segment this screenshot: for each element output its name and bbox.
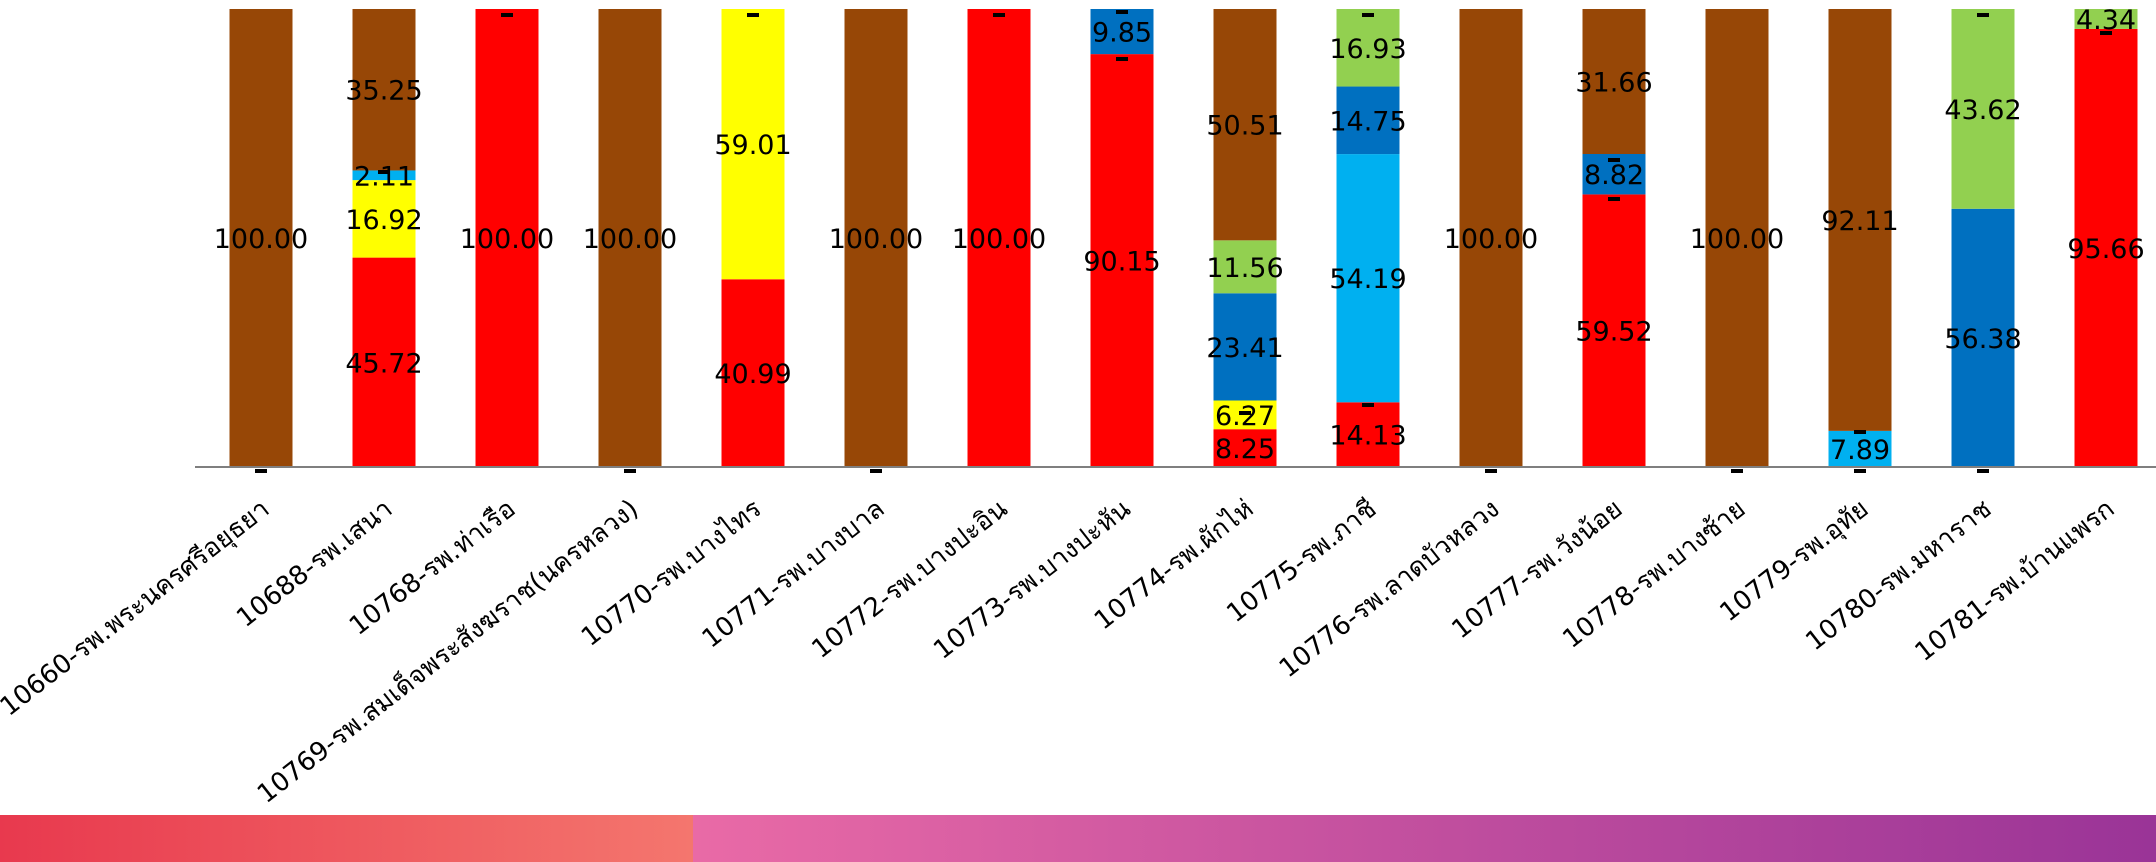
x-tick-label: 10781-รพ.บ้านแพรก <box>1910 494 2121 668</box>
data-label: 100.00 <box>1690 224 1784 255</box>
zero-marker <box>1977 13 1989 17</box>
bar-segment-lightblue <box>1336 154 1400 403</box>
data-label: 43.62 <box>1944 95 2021 126</box>
bar-segment-green <box>2074 9 2138 29</box>
zero-marker <box>255 469 267 473</box>
bar-segment-yellow <box>352 180 416 258</box>
data-label: 8.25 <box>1215 434 1275 465</box>
data-label: 16.93 <box>1329 34 1406 65</box>
data-label: 11.56 <box>1206 253 1283 284</box>
zero-marker <box>2100 31 2112 35</box>
bar-segment-lightblue <box>1828 430 1892 467</box>
data-label: 9.85 <box>1092 18 1152 49</box>
bar-segment-red <box>1582 194 1646 467</box>
zero-marker <box>1362 403 1374 407</box>
bar-segment-red <box>1336 402 1400 467</box>
zero-marker <box>1485 469 1497 473</box>
zero-marker <box>1608 158 1620 162</box>
data-label: 14.75 <box>1329 106 1406 137</box>
bar-segment-red <box>721 279 785 467</box>
bar-segment-brown <box>844 9 908 467</box>
zero-marker <box>1116 57 1128 61</box>
bar-segment-brown <box>1582 9 1646 155</box>
zero-marker <box>1854 430 1866 434</box>
bar-segment-lightblue <box>352 170 416 181</box>
zero-marker <box>624 469 636 473</box>
bar-segment-brown <box>352 9 416 171</box>
bars-layer <box>229 9 2138 468</box>
data-label: 59.52 <box>1575 317 1652 348</box>
data-label: 8.82 <box>1584 160 1644 191</box>
zero-marker <box>1116 10 1128 14</box>
data-label: 95.66 <box>2067 234 2144 265</box>
data-label: 100.00 <box>829 224 923 255</box>
bar-segment-blue <box>1090 9 1154 55</box>
data-label: 31.66 <box>1575 68 1652 99</box>
zero-marker <box>993 13 1005 17</box>
x-tick-label: 10772-รพ.บางปะอิน <box>806 494 1013 665</box>
data-label: 100.00 <box>1444 224 1538 255</box>
data-label: 23.41 <box>1206 333 1283 364</box>
bar-segment-brown <box>1705 9 1769 467</box>
data-label: 4.34 <box>2076 5 2136 36</box>
stacked-bar-chart: 100.00 45.72 16.92 2.11 35.25 100.00 100.00 40.… <box>0 5 2156 810</box>
footer-gradient-band <box>0 815 2156 862</box>
data-label: 100.00 <box>583 224 677 255</box>
x-tick-label: 10773-รพ.บางปะหัน <box>928 494 1136 666</box>
bar-segment-red <box>475 9 539 467</box>
data-label: 54.19 <box>1329 264 1406 295</box>
zero-marker <box>1731 469 1743 473</box>
data-label: 90.15 <box>1083 247 1160 278</box>
zero-marker <box>747 13 759 17</box>
bar-segment-red <box>2074 28 2138 468</box>
data-label: 45.72 <box>345 348 422 379</box>
bar-segment-brown <box>1459 9 1523 467</box>
zero-marker <box>870 469 882 473</box>
bar-segment-brown <box>229 9 293 467</box>
bar-segment-brown <box>598 9 662 467</box>
data-label: 2.11 <box>354 161 414 192</box>
bar-segment-yellow <box>721 9 785 280</box>
data-label: 100.00 <box>214 224 308 255</box>
data-label: 100.00 <box>460 224 554 255</box>
bar-segment-red <box>1213 429 1277 467</box>
x-tick-labels-layer: 10660-รพ.พระนครศรีอยุธยา10688-รพ.เสนา107… <box>0 492 2120 809</box>
zero-marker <box>1362 13 1374 17</box>
zero-marker <box>1239 411 1251 415</box>
bar-segment-green <box>1336 9 1400 87</box>
data-label: 35.25 <box>345 76 422 107</box>
data-label: 100.00 <box>952 224 1046 255</box>
data-label: 16.92 <box>345 205 422 236</box>
data-label: 6.27 <box>1215 401 1275 432</box>
bar-segment-green <box>1213 240 1277 294</box>
bar-segment-brown <box>1828 9 1892 431</box>
bar-segment-red <box>352 257 416 467</box>
data-label: 50.51 <box>1206 111 1283 142</box>
bar-segment-blue <box>1336 86 1400 155</box>
data-label: 40.99 <box>714 359 791 390</box>
data-label: 14.13 <box>1329 421 1406 452</box>
data-label: 92.11 <box>1821 206 1898 237</box>
x-tick-label: 10776-รพ.ลาดบัวหลวง <box>1274 494 1506 684</box>
bar-segment-green <box>1951 9 2015 209</box>
value-labels-layer: 100.00 45.72 16.92 2.11 35.25 100.00 100.00 40.… <box>214 5 2145 473</box>
zero-marker <box>378 170 390 174</box>
bar-segment-red <box>967 9 1031 467</box>
zero-marker <box>1977 469 1989 473</box>
bar-segment-blue <box>1951 208 2015 467</box>
data-label: 59.01 <box>714 130 791 161</box>
bar-segment-brown <box>1213 9 1277 241</box>
zero-marker <box>1608 197 1620 201</box>
footer-band-left <box>0 815 693 862</box>
bar-segment-blue <box>1213 293 1277 401</box>
footer-band-right <box>693 815 2156 862</box>
zero-marker <box>501 13 513 17</box>
data-label: 7.89 <box>1830 435 1890 466</box>
bar-segment-red <box>1090 54 1154 467</box>
data-label: 56.38 <box>1944 324 2021 355</box>
zero-marker <box>1854 469 1866 473</box>
